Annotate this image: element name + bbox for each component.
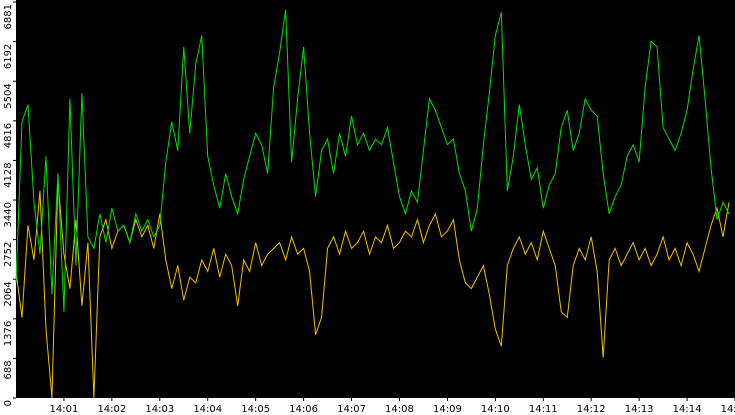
y-tick-label: 3440 xyxy=(3,202,14,227)
y-tick-label: 6881 xyxy=(3,4,14,29)
series-line xyxy=(15,179,730,399)
x-tick-label: 14:07 xyxy=(337,404,366,415)
y-tick-label: 4128 xyxy=(3,162,14,187)
x-tick-label: 14:06 xyxy=(289,404,318,415)
x-tick-label: 14:08 xyxy=(385,404,414,415)
x-tick-label: 14:09 xyxy=(433,404,462,415)
y-tick-label: 2064 xyxy=(3,281,14,306)
x-tick-label: 14:10 xyxy=(481,404,510,415)
x-tick-label: 14:04 xyxy=(193,404,222,415)
x-tick-label: 14:12 xyxy=(577,404,606,415)
x-tick-label: 14:13 xyxy=(625,404,654,415)
y-tick-label: 0 xyxy=(3,400,14,406)
x-tick-label: 14:11 xyxy=(529,404,558,415)
x-tick-label: 14:05 xyxy=(241,404,270,415)
y-tick-label: 6192 xyxy=(3,44,14,69)
series-line xyxy=(15,9,730,312)
x-tick-label: 14:01 xyxy=(50,404,79,415)
y-tick-label: 5504 xyxy=(3,83,14,108)
x-tick-label: 14:15 xyxy=(721,404,735,415)
y-tick-label: 2752 xyxy=(3,242,14,267)
plot-background xyxy=(16,0,735,398)
y-tick-label: 4816 xyxy=(3,123,14,148)
x-tick-label: 14:02 xyxy=(97,404,126,415)
y-tick-label: 1376 xyxy=(3,321,14,346)
x-tick-label: 14:14 xyxy=(673,404,702,415)
x-tick-label: 14:03 xyxy=(145,404,174,415)
y-tick-label: 688 xyxy=(3,360,14,379)
